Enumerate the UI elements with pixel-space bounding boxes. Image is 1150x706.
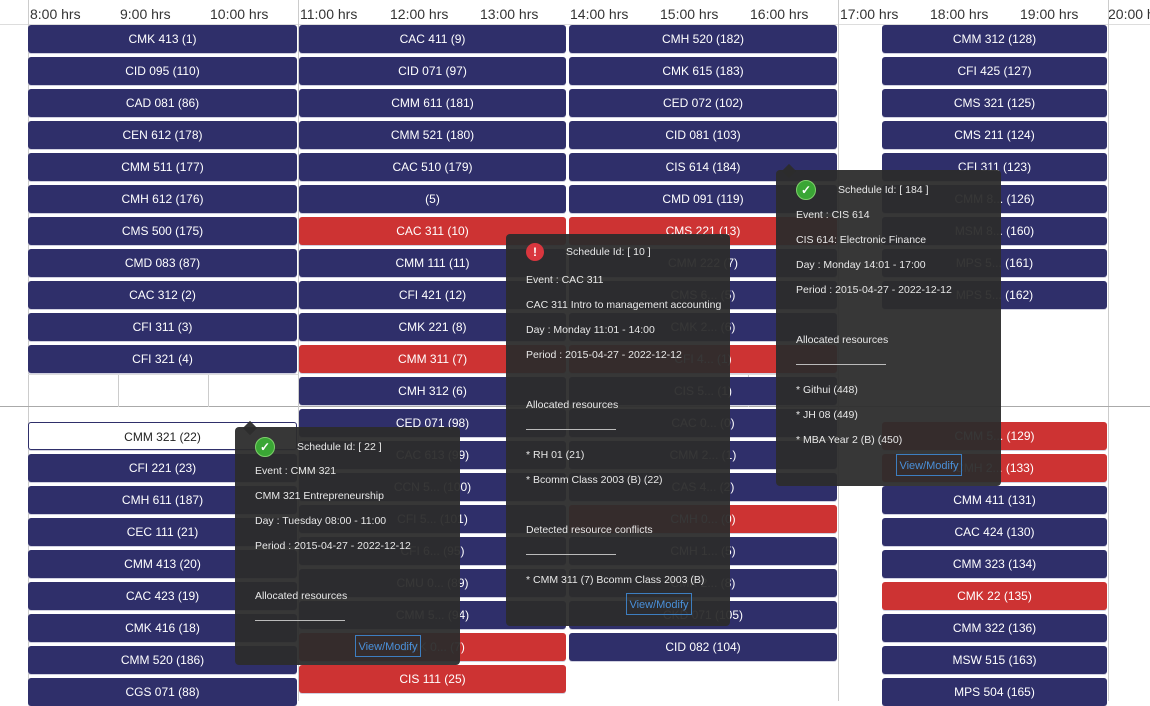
empty-slot[interactable] [118, 374, 209, 407]
schedule-tooltip-10: ! Schedule Id: [ 10 ] Event : CAC 311 CAC… [506, 234, 730, 626]
event-block[interactable]: CID 082 (104) [569, 633, 837, 661]
event-block[interactable]: CMM 521 (180) [299, 121, 566, 149]
resource-item: * Bcomm Class 2003 (B) (22) [526, 474, 663, 486]
hour-label: 19:00 hrs [1020, 6, 1079, 22]
check-icon: ✓ [255, 437, 275, 457]
event-block[interactable]: CAC 510 (179) [299, 153, 566, 181]
schedule-tooltip-184: ✓ Schedule Id: [ 184 ] Event : CIS 614 CI… [776, 163, 1001, 486]
event-block[interactable]: CMS 211 (124) [882, 121, 1107, 149]
event-block[interactable]: CFI 311 (3) [28, 313, 297, 341]
event-block[interactable]: CMH 520 (182) [569, 25, 837, 53]
event-block[interactable]: CMS 321 (125) [882, 89, 1107, 117]
hour-label: 11:00 hrs [300, 6, 358, 22]
event-block[interactable]: CIS 111 (25) [299, 665, 566, 693]
hour-label: 13:00 hrs [480, 6, 539, 22]
schedule-id: Schedule Id: [ 184 ] [838, 184, 929, 196]
schedule-id: Schedule Id: [ 10 ] [566, 246, 651, 258]
event-block[interactable]: CMM 323 (134) [882, 549, 1107, 578]
event-block[interactable]: CMM 411 (131) [882, 485, 1107, 514]
conflicts-title: Detected resource conflicts [526, 524, 653, 536]
event-block[interactable]: CAC 312 (2) [28, 281, 297, 309]
event-block[interactable]: MPS 504 (165) [882, 677, 1107, 706]
hour-header: 8:00 hrs 9:00 hrs 10:00 hrs 11:00 hrs 12… [0, 0, 1150, 25]
event-block[interactable]: CMM 312 (128) [882, 25, 1107, 53]
event-description: CAC 311 Intro to management accounting [526, 299, 722, 311]
event-block[interactable]: CMK 413 (1) [28, 25, 297, 53]
schedule-tooltip-22: ✓ Schedule Id: [ 22 ] Event : CMM 321 CMM… [235, 420, 460, 665]
hour-label: 15:00 hrs [660, 6, 719, 22]
period-line: Period : 2015-04-27 - 2022-12-12 [526, 349, 682, 361]
hour-label: 18:00 hrs [930, 6, 989, 22]
resource-item: * MBA Year 2 (B) (450) [796, 434, 903, 446]
divider [796, 364, 886, 365]
event-block[interactable]: CMS 500 (175) [28, 217, 297, 245]
event-block[interactable]: (5) [299, 185, 566, 213]
event-block[interactable]: CMM 511 (177) [28, 153, 297, 181]
grid-line [1108, 0, 1109, 701]
event-line: Event : CIS 614 [796, 209, 870, 221]
event-description: CIS 614: Electronic Finance [796, 234, 927, 246]
resource-item: * RH 01 (21) [526, 449, 585, 461]
hour-label: 9:00 hrs [120, 6, 171, 22]
hour-label: 14:00 hrs [570, 6, 629, 22]
event-description: CMM 321 Entrepreneurship [255, 490, 384, 502]
divider [526, 429, 616, 430]
error-icon: ! [526, 243, 544, 261]
schedule-id: Schedule Id: [ 22 ] [297, 441, 382, 453]
event-block[interactable]: CID 071 (97) [299, 57, 566, 85]
event-block[interactable]: CID 095 (110) [28, 57, 297, 85]
event-block[interactable]: CMD 083 (87) [28, 249, 297, 277]
hour-label: 20:00 hrs [1108, 6, 1150, 22]
event-block[interactable]: CAD 081 (86) [28, 89, 297, 117]
day-line: Day : Tuesday 08:00 - 11:00 [255, 515, 387, 527]
event-block[interactable]: CGS 071 (88) [28, 677, 297, 706]
grid-line [298, 0, 299, 701]
check-icon: ✓ [796, 180, 816, 200]
view-modify-button[interactable]: View/Modify [896, 454, 962, 476]
period-line: Period : 2015-04-27 - 2022-12-12 [255, 540, 411, 552]
period-line: Period : 2015-04-27 - 2022-12-12 [796, 284, 952, 296]
event-block[interactable]: CMM 611 (181) [299, 89, 566, 117]
empty-slot[interactable] [208, 374, 299, 407]
allocated-title: Allocated resources [255, 590, 348, 602]
hour-label: 8:00 hrs [30, 6, 81, 22]
event-block[interactable]: CID 081 (103) [569, 121, 837, 149]
conflict-item: * CMM 311 (7) Bcomm Class 2003 (B) [526, 574, 705, 586]
allocated-title: Allocated resources [526, 399, 619, 411]
hour-label: 10:00 hrs [210, 6, 269, 22]
divider [255, 620, 345, 621]
hour-label: 16:00 hrs [750, 6, 809, 22]
event-block[interactable]: CEN 612 (178) [28, 121, 297, 149]
view-modify-button[interactable]: View/Modify [626, 593, 692, 615]
empty-slot[interactable] [28, 374, 119, 407]
event-block[interactable]: CFI 321 (4) [28, 345, 297, 373]
allocated-title: Allocated resources [796, 334, 889, 346]
hour-label: 17:00 hrs [840, 6, 899, 22]
event-block[interactable]: CFI 425 (127) [882, 57, 1107, 85]
event-block[interactable]: MSW 515 (163) [882, 645, 1107, 674]
event-line: Event : CMM 321 [255, 465, 337, 477]
event-block[interactable]: CMM 322 (136) [882, 613, 1107, 642]
day-line: Day : Monday 11:01 - 14:00 [526, 324, 655, 336]
event-line: Event : CAC 311 [526, 274, 604, 286]
view-modify-button[interactable]: View/Modify [355, 635, 421, 657]
day-line: Day : Monday 14:01 - 17:00 [796, 259, 926, 271]
event-block[interactable]: CMH 612 (176) [28, 185, 297, 213]
hour-label: 12:00 hrs [390, 6, 449, 22]
event-block[interactable]: CAC 424 (130) [882, 517, 1107, 546]
event-block[interactable]: CMK 615 (183) [569, 57, 837, 85]
event-block[interactable]: CAC 411 (9) [299, 25, 566, 53]
resource-item: * Githui (448) [796, 384, 858, 396]
resource-item: * JH 08 (449) [796, 409, 858, 421]
event-block[interactable]: CMK 22 (135) [882, 581, 1107, 610]
event-block[interactable]: CED 072 (102) [569, 89, 837, 117]
divider [526, 554, 616, 555]
